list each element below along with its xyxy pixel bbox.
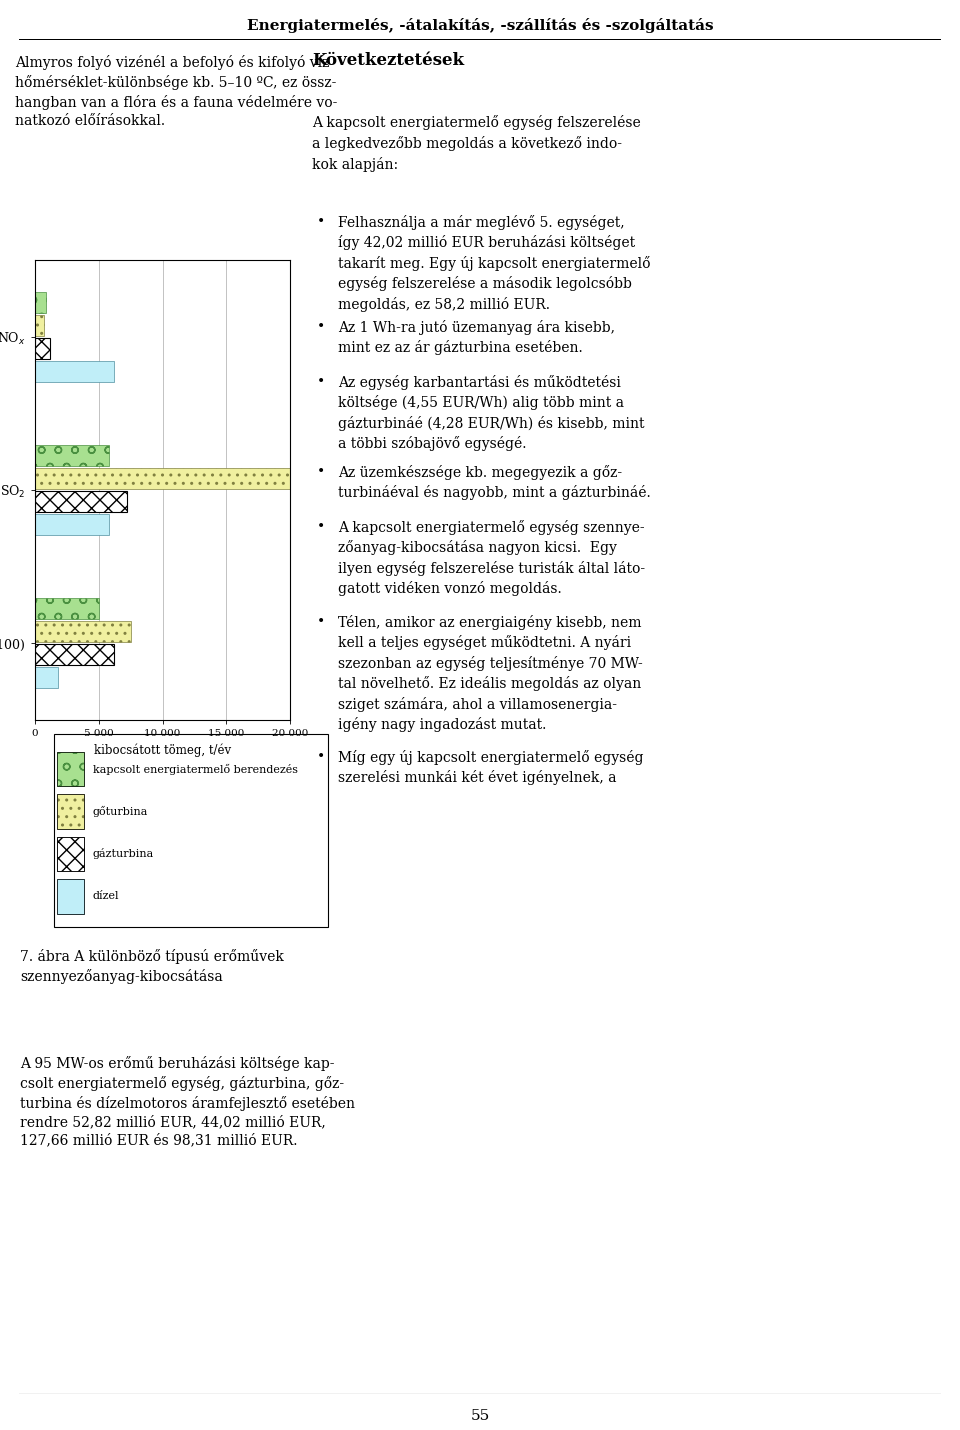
Bar	[35, 490, 127, 512]
Text: Almyros folyó vizénél a befolyó és kifolyó víz
hőmérséklet-különbsége kb. 5–10 º: Almyros folyó vizénél a befolyó és kifol…	[15, 54, 338, 129]
Bar	[57, 752, 84, 787]
X-axis label: kibocsátott tömeg, t/év: kibocsátott tömeg, t/év	[94, 744, 231, 756]
Bar	[57, 837, 84, 871]
Bar	[57, 794, 84, 829]
Text: Az 1 Wh-ra jutó üzemanyag ára kisebb,
mint ez az ár gázturbina esetében.: Az 1 Wh-ra jutó üzemanyag ára kisebb, mi…	[338, 320, 615, 356]
Bar	[35, 468, 290, 489]
Text: Míg egy új kapcsolt energiatermelő egység
szerelési munkái két évet igényelnek, : Míg egy új kapcsolt energiatermelő egysé…	[338, 749, 643, 785]
Bar	[35, 668, 58, 688]
Text: Az üzemkészsége kb. megegyezik a gőz-
turbináéval és nagyobb, mint a gázturbináé: Az üzemkészsége kb. megegyezik a gőz- tu…	[338, 465, 651, 500]
Bar	[35, 315, 44, 336]
Text: •: •	[317, 465, 325, 479]
Text: 7. ábra A különböző típusú erőművek
szennyezőanyag-kibocsátása: 7. ábra A különböző típusú erőművek szen…	[20, 948, 284, 984]
Text: •: •	[317, 375, 325, 389]
Bar	[35, 645, 114, 665]
Bar	[57, 879, 84, 914]
Text: A kapcsolt energiatermelő egység szennye-
zőanyag-kibocsátása nagyon kicsi.  Egy: A kapcsolt energiatermelő egység szennye…	[338, 521, 645, 596]
Bar	[35, 360, 114, 382]
Text: A kapcsolt energiatermelő egység felszerelése
a legkedvezőbb megoldás a következ: A kapcsolt energiatermelő egység felszer…	[312, 114, 640, 172]
Text: Az egység karbantartási és működtetési
költsége (4,55 EUR/Wh) alig több mint a
g: Az egység karbantartási és működtetési k…	[338, 375, 644, 452]
Text: 55: 55	[470, 1409, 490, 1423]
Text: Következtetések: Következtetések	[312, 51, 464, 69]
Text: •: •	[317, 320, 325, 335]
Bar	[57, 837, 84, 871]
Text: gázturbina: gázturbina	[92, 848, 154, 859]
Bar	[57, 752, 84, 787]
Bar	[35, 445, 108, 466]
Bar	[35, 513, 108, 535]
Bar	[35, 621, 131, 642]
Bar	[57, 794, 84, 829]
Text: •: •	[317, 615, 325, 629]
Text: Felhasználja a már meglévő 5. egységet,
így 42,02 millió EUR beruházási költsége: Felhasználja a már meglévő 5. egységet, …	[338, 214, 651, 312]
Text: •: •	[317, 521, 325, 533]
Text: Télen, amikor az energiaigény kisebb, nem
kell a teljes egységet működtetni. A n: Télen, amikor az energiaigény kisebb, ne…	[338, 615, 642, 732]
Text: dízel: dízel	[92, 891, 119, 901]
Text: gőturbina: gőturbina	[92, 807, 148, 817]
Bar	[35, 337, 50, 359]
Bar	[35, 598, 99, 619]
Text: kapcsolt energiatermelő berendezés: kapcsolt energiatermelő berendezés	[92, 764, 298, 775]
Bar	[57, 879, 84, 914]
Text: •: •	[317, 214, 325, 229]
Text: Energiatermelés, -átalakítás, -szállítás és -szolgáltatás: Energiatermelés, -átalakítás, -szállítás…	[247, 19, 713, 33]
Text: •: •	[317, 749, 325, 764]
Bar	[35, 292, 46, 313]
Text: A 95 MW-os erőmű beruházási költsége kap-
csolt energiatermelő egység, gázturbin: A 95 MW-os erőmű beruházási költsége kap…	[20, 1055, 355, 1147]
